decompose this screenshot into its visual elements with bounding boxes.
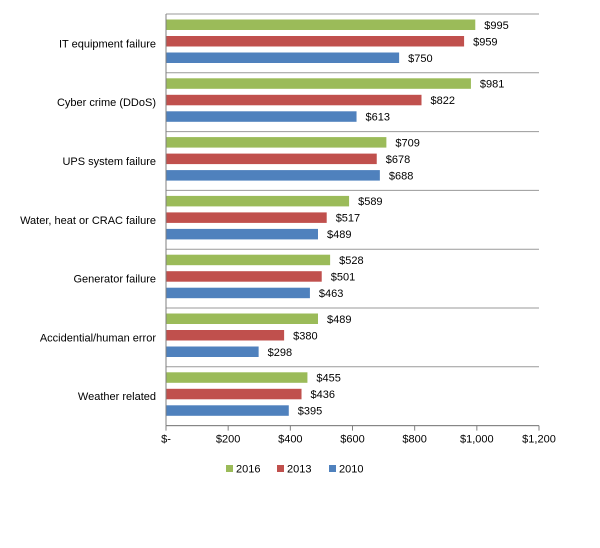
data-label: $528 — [339, 255, 363, 267]
bar-2013 — [166, 271, 322, 282]
x-tick-label: $600 — [340, 434, 364, 446]
x-tick-label: $1,200 — [522, 434, 556, 446]
category-label: Cyber crime (DDoS) — [57, 97, 156, 109]
bar-2010 — [166, 170, 380, 181]
data-label: $750 — [408, 53, 432, 65]
data-label: $489 — [327, 314, 351, 326]
legend: 2016 2013 2010 — [226, 464, 363, 476]
bar-2013 — [166, 212, 327, 223]
data-label: $981 — [480, 79, 504, 91]
data-label: $298 — [268, 347, 292, 359]
bar-2013 — [166, 94, 422, 106]
x-tick-label: $- — [161, 434, 171, 446]
bar-2016 — [166, 254, 331, 266]
data-label: $463 — [319, 288, 343, 300]
data-label: $959 — [473, 36, 497, 48]
data-label: $455 — [316, 373, 340, 385]
x-tick-label: $1,000 — [460, 434, 494, 446]
plot-area: $- $200 $400 $600 $800 $1,000 $1,200 IT equipme… — [20, 13, 556, 446]
legend-swatch-2013 — [277, 465, 284, 472]
data-label: $678 — [386, 154, 410, 166]
data-label: $613 — [366, 112, 390, 124]
data-label: $995 — [484, 20, 508, 32]
x-tick-label: $800 — [402, 434, 426, 446]
data-label: $436 — [311, 389, 335, 401]
bar-2016 — [166, 78, 471, 89]
category-label: Weather related — [78, 391, 156, 403]
x-tick-label: $400 — [278, 434, 302, 446]
bar-2016 — [166, 313, 318, 324]
bar-2013 — [166, 388, 302, 400]
bar-2013 — [166, 330, 285, 341]
bar-2016 — [166, 137, 387, 148]
bar-2010 — [166, 111, 357, 122]
data-label: $501 — [331, 271, 355, 283]
category-label: Accidential/human error — [40, 332, 157, 344]
data-label: $822 — [431, 95, 455, 107]
bar-2010 — [166, 287, 310, 299]
legend-swatch-2016 — [226, 465, 233, 472]
x-tick-label: $200 — [216, 434, 240, 446]
bar-2010 — [166, 405, 289, 416]
category-label: Generator failure — [73, 274, 156, 286]
category-label: Water, heat or CRAC failure — [20, 215, 156, 227]
legend-label: 2016 — [236, 464, 260, 476]
legend-swatch-2010 — [329, 465, 336, 472]
bar-2013 — [166, 153, 377, 165]
category-label: IT equipment failure — [59, 38, 156, 50]
bar-2016 — [166, 372, 308, 383]
legend-label: 2010 — [339, 464, 363, 476]
data-label: $380 — [293, 330, 317, 342]
bar-2010 — [166, 346, 259, 357]
bar-2010 — [166, 52, 400, 63]
data-label: $395 — [298, 406, 322, 418]
data-label: $589 — [358, 196, 382, 208]
category-label: UPS system failure — [62, 156, 156, 168]
data-label: $688 — [389, 170, 413, 182]
data-label: $489 — [327, 229, 351, 241]
bar-2013 — [166, 36, 465, 47]
bar-2016 — [166, 195, 350, 207]
data-label: $517 — [336, 213, 360, 225]
bar-2016 — [166, 19, 476, 30]
legend-label: 2013 — [287, 464, 311, 476]
data-label: $709 — [395, 137, 419, 149]
bar-2010 — [166, 228, 318, 240]
